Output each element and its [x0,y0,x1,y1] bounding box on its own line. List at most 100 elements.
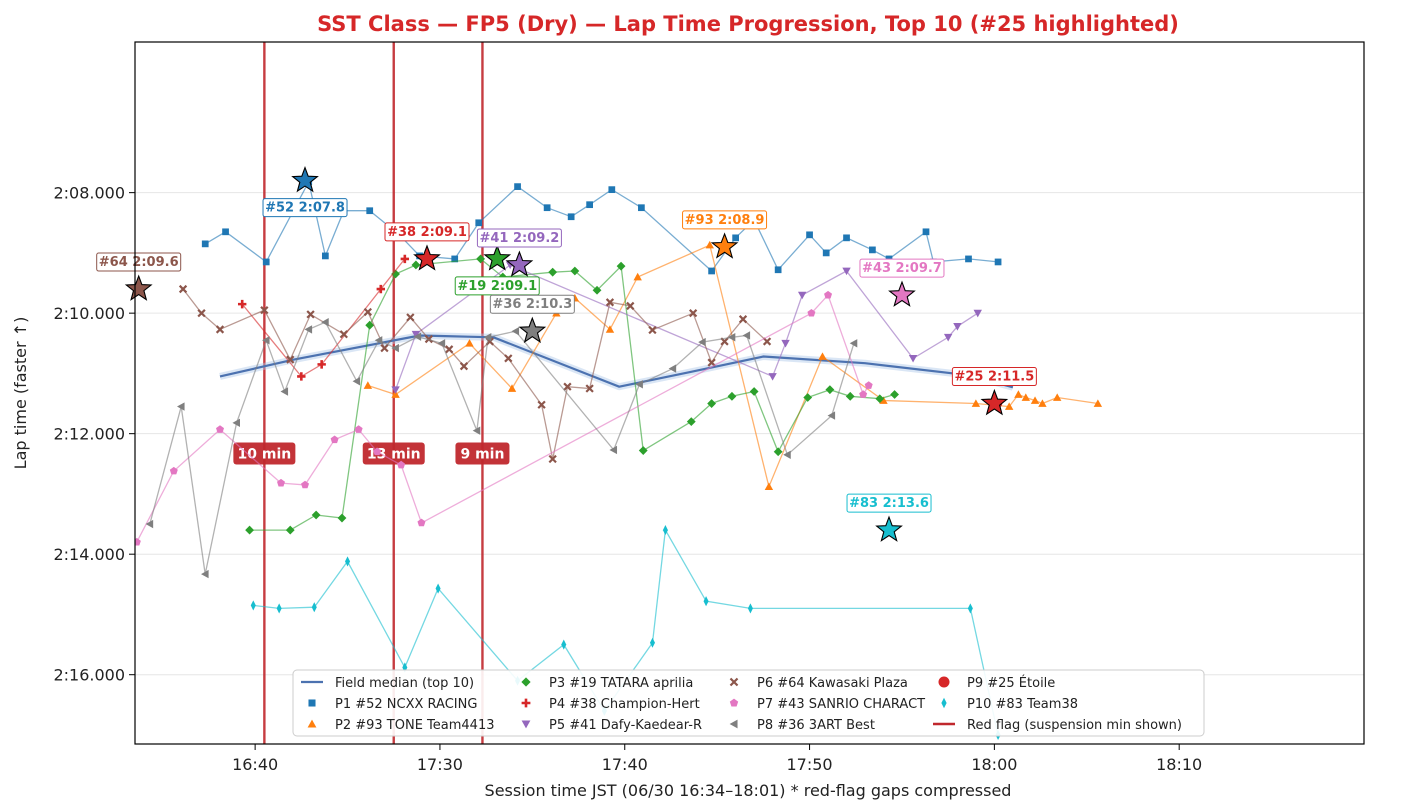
data-point [1038,399,1047,407]
best-lap-stars: #52 2:07.8 #64 2:09.6 #38 2:09.1 #19 2:09.1… [96,166,1037,542]
data-point [435,583,441,594]
data-point [339,330,348,339]
data-point [971,399,981,407]
data-point [698,337,706,347]
legend-swatch [521,698,531,708]
data-point [774,266,782,274]
data-point [297,372,306,381]
red-flag-label-box [362,442,425,465]
series-6 [178,284,772,464]
data-point [668,364,677,373]
data-point [842,267,851,276]
data-point [922,228,930,236]
data-point [311,602,317,613]
data-point [845,391,855,401]
legend-label: P3 #19 TATARA aprilia [549,676,693,691]
data-point [400,254,410,264]
legend-swatch [941,697,947,709]
series-line [249,258,895,531]
legend-box [292,669,1205,737]
data-point [169,466,178,475]
best-lap-label: #25 2:11.5 [954,370,1034,385]
data-point [366,207,374,215]
data-point [825,385,835,395]
y-tick-label: 2:08.000 [53,184,125,203]
data-point [843,234,850,242]
data-point [633,272,642,281]
data-point [548,267,558,277]
best-lap-label: #93 2:08.9 [685,213,765,228]
legend-swatch [307,719,317,728]
data-point [708,267,715,275]
data-point [451,255,459,263]
y-axis-ticks: 2:08.000 2:10.000 2:12.000 2:14.000 2:16.000 [53,184,135,685]
best-lap-star [483,244,512,271]
data-point [827,411,836,420]
legend-label: P4 #38 Champion-Hert [549,697,700,712]
plot-frame [134,41,1365,745]
best-lap-label: #64 2:09.6 [99,255,179,270]
data-point [570,266,580,276]
data-point [337,513,347,523]
data-point [277,478,285,487]
x-tick-label: 16:40 [232,755,278,774]
data-point [605,298,615,307]
data-point [321,317,329,327]
data-point [363,307,373,317]
x-tick-label: 17:30 [417,755,463,774]
data-point [773,447,783,457]
data-point [797,291,807,300]
data-point [707,358,716,367]
data-point [391,269,400,279]
data-point [250,600,256,611]
data-point [321,252,329,260]
data-point [222,228,229,236]
best-lap-label-box [682,210,768,230]
data-point [260,306,269,315]
data-point [747,603,753,614]
data-point [616,261,626,271]
data-point [177,402,185,411]
data-point [197,309,206,318]
data-point [561,639,567,650]
best-lap-label: #38 2:09.1 [387,225,467,240]
data-point [768,373,777,381]
data-point [507,384,517,392]
data-point [1093,399,1103,407]
data-point [662,525,668,536]
data-point [1030,396,1040,404]
legend-label: P8 #36 3ART Best [757,718,875,733]
legend-label: P10 #83 Team38 [967,697,1078,712]
data-point [352,377,361,386]
data-point [178,284,188,294]
data-point [311,510,321,520]
legend-label: P1 #52 NCXX RACING [335,697,477,712]
series-line [136,293,870,543]
data-point [781,339,790,348]
data-point [824,290,833,299]
data-point [1004,402,1014,410]
data-point [376,284,385,294]
best-lap-label-box [489,294,575,314]
legend-swatch [521,720,531,729]
data-point [563,382,572,391]
data-point [317,360,326,369]
data-point [818,352,827,360]
best-lap-star [980,388,1009,416]
series-8 [145,317,858,579]
legend-swatch [729,719,738,729]
y-tick-label: 2:16.000 [53,666,125,685]
data-point [638,446,648,455]
data-point [280,387,289,396]
best-lap-label-box [846,493,932,513]
chart-title: SST Class — FP5 (Dry) — Lap Time Progres… [317,12,1179,36]
data-point [475,219,483,227]
data-point [476,254,486,264]
data-point [1021,393,1030,401]
data-point [727,391,737,401]
data-point [363,381,373,389]
data-point [649,637,655,648]
y-tick-label: 2:10.000 [53,304,125,323]
data-point [953,323,962,331]
data-point [994,258,1002,266]
